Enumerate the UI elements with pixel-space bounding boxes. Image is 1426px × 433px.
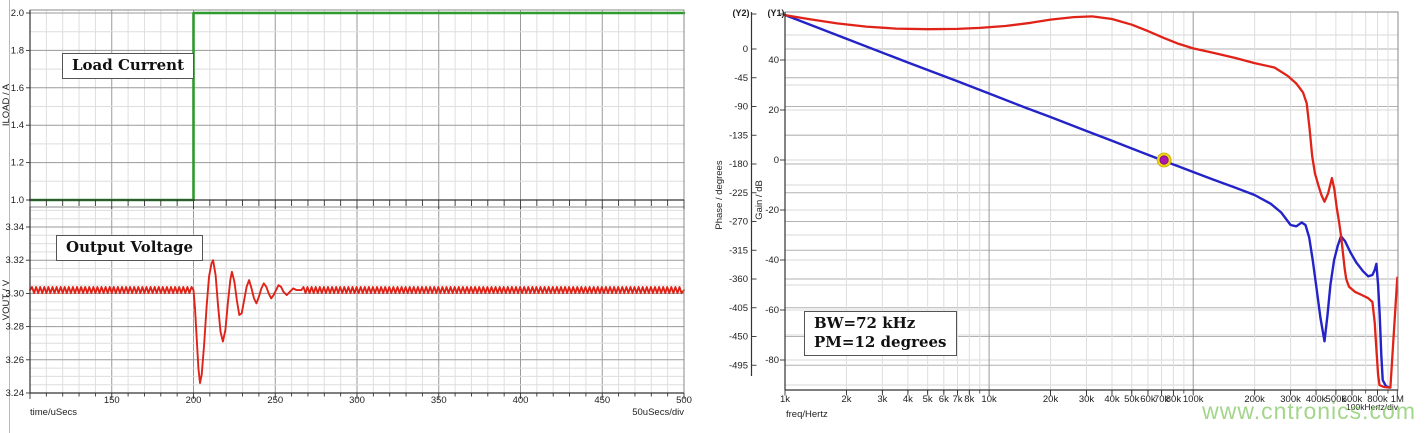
svg-text:150: 150 (104, 395, 120, 406)
svg-text:350: 350 (431, 395, 447, 406)
svg-text:1.6: 1.6 (11, 83, 24, 94)
svg-text:-45: -45 (734, 73, 748, 84)
svg-text:-40: -40 (765, 255, 779, 266)
svg-text:-90: -90 (734, 102, 748, 113)
svg-text:50k: 50k (1124, 394, 1140, 405)
svg-text:70k: 70k (1154, 394, 1170, 405)
time-per-div-label: 50uSecs/div (632, 407, 684, 418)
svg-text:-80: -80 (765, 355, 779, 366)
svg-text:2k: 2k (841, 394, 851, 405)
svg-text:200k: 200k (1244, 394, 1265, 405)
svg-text:3.34: 3.34 (6, 222, 25, 233)
svg-text:400: 400 (513, 395, 529, 406)
vout-axis-title: VOUT / V (1, 279, 12, 320)
svg-text:10k: 10k (981, 394, 997, 405)
freq-axis-title: freq/Hertz (786, 409, 828, 420)
gain-trace (783, 13, 1391, 389)
gain-axis-tag: (Y1) (767, 8, 784, 18)
output-voltage-trace (29, 259, 685, 384)
svg-text:300k: 300k (1280, 394, 1301, 405)
svg-text:200: 200 (186, 395, 202, 406)
svg-text:0: 0 (743, 44, 748, 55)
svg-text:-405: -405 (729, 303, 748, 314)
load-current-label-text: Load Current (72, 56, 185, 74)
svg-text:1M: 1M (1391, 394, 1404, 405)
transient-chart: 150 200 250 300 350 400 450 500 1.0 1.2 1.4 1.6 1.8 2… (6, 8, 692, 406)
svg-text:1.2: 1.2 (11, 158, 24, 169)
bode-traces (783, 13, 1399, 389)
svg-text:60k: 60k (1140, 394, 1156, 405)
output-voltage-label-text: Output Voltage (66, 238, 194, 256)
svg-text:-495: -495 (729, 360, 748, 371)
watermark: www.cntronics.com (1202, 398, 1416, 424)
svg-text:-225: -225 (729, 188, 748, 199)
iload-axis-title: ILOAD / A (1, 83, 12, 126)
svg-text:1k: 1k (780, 394, 790, 405)
transient-axes: 150 200 250 300 350 400 450 500 1.0 1.2 1.4 1.6 1.8 2… (6, 8, 692, 406)
bode-axes: 0 -45 -90 -135 -180 -225 -270 -315 -360 -405 -450 -… (729, 11, 1404, 405)
svg-text:5k: 5k (923, 394, 933, 405)
svg-text:-20: -20 (765, 205, 779, 216)
svg-text:450: 450 (594, 395, 610, 406)
freq-per-div-label: 100kHertz/div (1346, 402, 1399, 412)
svg-text:500: 500 (676, 395, 692, 406)
svg-text:400k: 400k (1306, 394, 1327, 405)
svg-text:3.24: 3.24 (6, 388, 25, 399)
bw-pm-annotation: BW=72 kHz PM=12 degrees (804, 311, 957, 356)
svg-text:-60: -60 (765, 305, 779, 316)
svg-text:-450: -450 (729, 332, 748, 343)
phase-trace (783, 13, 1399, 389)
svg-text:7k: 7k (952, 394, 962, 405)
svg-text:80k: 80k (1166, 394, 1182, 405)
svg-text:250: 250 (267, 395, 283, 406)
svg-text:40k: 40k (1104, 394, 1120, 405)
phase-axis-tag: (Y2) (732, 8, 749, 18)
pm-annotation-line: PM=12 degrees (814, 333, 947, 351)
svg-text:3.26: 3.26 (6, 355, 25, 366)
svg-text:600k: 600k (1342, 394, 1363, 405)
crossover-marker[interactable] (1156, 152, 1172, 168)
svg-text:1.4: 1.4 (11, 120, 24, 131)
svg-text:3.32: 3.32 (6, 255, 25, 266)
svg-text:8k: 8k (964, 394, 974, 405)
svg-text:2.0: 2.0 (11, 8, 24, 19)
svg-text:1.8: 1.8 (11, 45, 24, 56)
svg-text:40: 40 (768, 55, 779, 66)
svg-text:-270: -270 (729, 217, 748, 228)
svg-text:-315: -315 (729, 245, 748, 256)
svg-text:-360: -360 (729, 274, 748, 285)
phase-axis-title: Phase / degrees (714, 160, 725, 229)
svg-text:30k: 30k (1079, 394, 1095, 405)
time-axis-title: time/uSecs (30, 407, 77, 418)
svg-text:3k: 3k (877, 394, 887, 405)
transient-grid (30, 10, 684, 393)
svg-text:-180: -180 (729, 159, 748, 170)
svg-text:3.28: 3.28 (6, 322, 25, 333)
output-voltage-label: Output Voltage (56, 235, 204, 261)
svg-text:800k: 800k (1367, 394, 1388, 405)
gain-axis-title: Gain / dB (754, 180, 765, 220)
svg-text:100k: 100k (1183, 394, 1204, 405)
bw-annotation-line: BW=72 kHz (814, 314, 916, 332)
svg-text:0: 0 (774, 155, 779, 166)
generated-graphics: 150 200 250 300 350 400 450 5001.01.21.41.61.82… (6, 0, 1404, 433)
svg-text:-135: -135 (729, 130, 748, 141)
svg-text:20k: 20k (1043, 394, 1059, 405)
svg-text:500k: 500k (1326, 394, 1347, 405)
svg-text:1.0: 1.0 (11, 195, 24, 206)
svg-text:20: 20 (768, 105, 779, 116)
svg-text:4k: 4k (903, 394, 913, 405)
svg-text:300: 300 (349, 395, 365, 406)
svg-text:6k: 6k (939, 394, 949, 405)
svg-text:3.30: 3.30 (6, 288, 25, 299)
load-current-label: Load Current (62, 53, 195, 79)
